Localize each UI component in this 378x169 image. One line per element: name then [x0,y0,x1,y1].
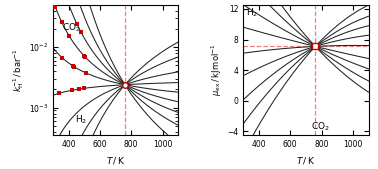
Point [69,89,75,92]
Text: CO$_2$: CO$_2$ [311,121,330,133]
Point [83,71,89,74]
Point [70,64,76,67]
X-axis label: $T\,/\,\mathrm{K}$: $T\,/\,\mathrm{K}$ [106,155,125,166]
Point [59,56,65,59]
Point [64,0,70,1]
Point [76,88,82,90]
Text: H$_2$: H$_2$ [246,6,258,19]
Text: CO$_2$: CO$_2$ [62,21,81,34]
Text: H$_2$: H$_2$ [75,114,87,126]
Y-axis label: $\mu_{\mathrm{ex}}\,/\,\mathrm{kJ\,mol}^{-1}$: $\mu_{\mathrm{ex}}\,/\,\mathrm{kJ\,mol}^… [210,44,225,96]
Point [56,92,62,95]
Point [66,35,72,38]
Point [52,5,58,8]
Point [78,31,84,33]
Point [82,56,88,58]
Y-axis label: $k_{\mathrm{H}}^{-1}\,/\,\mathrm{bar}^{-1}$: $k_{\mathrm{H}}^{-1}\,/\,\mathrm{bar}^{-… [11,48,26,92]
Point [74,22,80,25]
Point [59,20,65,23]
Point [71,65,77,68]
Point [81,87,87,90]
X-axis label: $T\,/\,\mathrm{K}$: $T\,/\,\mathrm{K}$ [296,155,316,166]
Point [81,55,87,57]
